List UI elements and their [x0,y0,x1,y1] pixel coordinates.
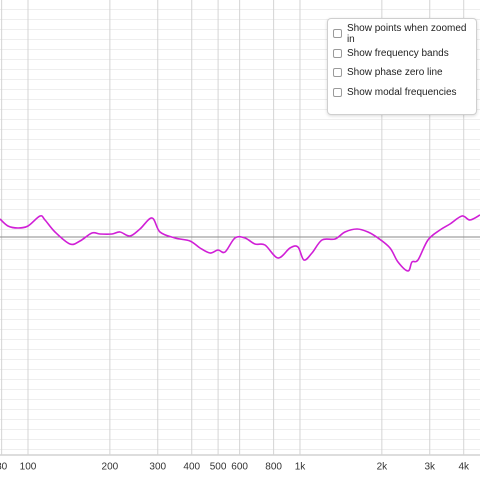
option-label: Show frequency bands [347,47,449,59]
option-label: Show modal frequencies [347,86,457,98]
option[interactable]: Show points when zoomed in [333,22,476,45]
x-tick-label: 600 [231,462,248,473]
checkbox[interactable] [333,87,342,97]
checkbox[interactable] [333,29,342,39]
x-tick-label: 100 [20,462,37,473]
x-tick-label: 300 [149,462,166,473]
x-tick-label: 4k [458,462,470,473]
x-tick-label: 200 [102,462,119,473]
option[interactable]: Show phase zero line [333,63,476,83]
option[interactable]: Show modal frequencies [333,83,476,103]
options-panel: Show points when zoomed in Show frequency… [327,18,477,115]
x-tick-label: 3k [424,462,436,473]
x-tick-label: 500 [210,462,227,473]
x-tick-label: 800 [265,462,282,473]
x-tick-label: 80 [0,462,8,473]
option-label: Show points when zoomed in [346,22,467,45]
option[interactable]: Show frequency bands [333,44,476,64]
response-line [0,214,480,272]
option-label: Show phase zero line [347,67,443,79]
x-tick-label: 1k [295,462,307,473]
checkbox[interactable] [333,48,342,58]
x-tick-label: 2k [377,462,389,473]
checkbox[interactable] [333,68,342,78]
x-tick-label: 400 [183,462,200,473]
